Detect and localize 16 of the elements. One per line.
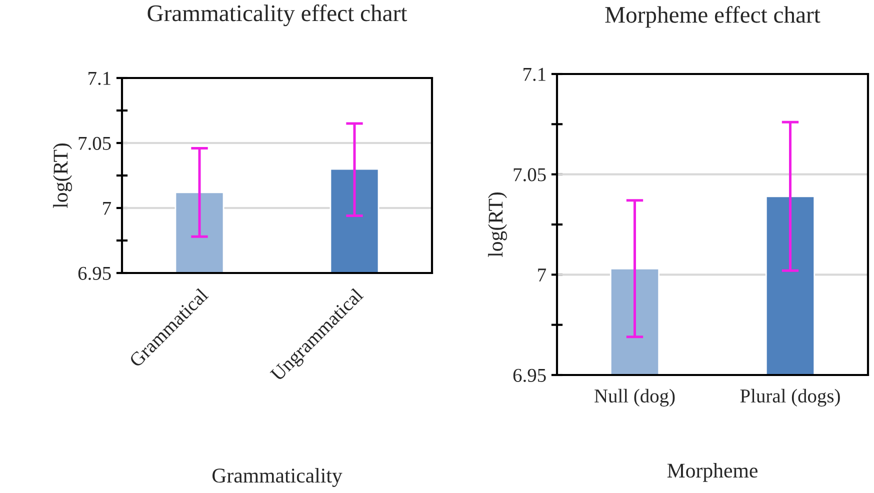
y-tick-label: 7.05: [514, 168, 546, 182]
x-tick-label: Plural (dogs): [740, 388, 840, 407]
y-axis-title: log(RT): [53, 143, 72, 208]
x-axis-title: Grammaticality: [212, 468, 342, 487]
x-axis-title: Morpheme: [667, 463, 758, 482]
chart-title: Morpheme effect chart: [605, 6, 820, 28]
y-axis-title: log(RT): [488, 192, 507, 258]
x-tick-label: Null (dog): [594, 388, 675, 407]
y-tick-label: 6.95: [513, 368, 546, 382]
chart-title: Grammaticality effect chart: [148, 4, 408, 26]
y-tick-label: 7: [538, 268, 546, 282]
y-tick-label: 6.95: [78, 266, 111, 280]
y-tick-label: 7.05: [78, 136, 111, 150]
y-tick-label: 7.1: [524, 68, 546, 82]
y-tick-label: 7: [103, 202, 112, 215]
y-tick-label: 7.1: [88, 72, 110, 86]
